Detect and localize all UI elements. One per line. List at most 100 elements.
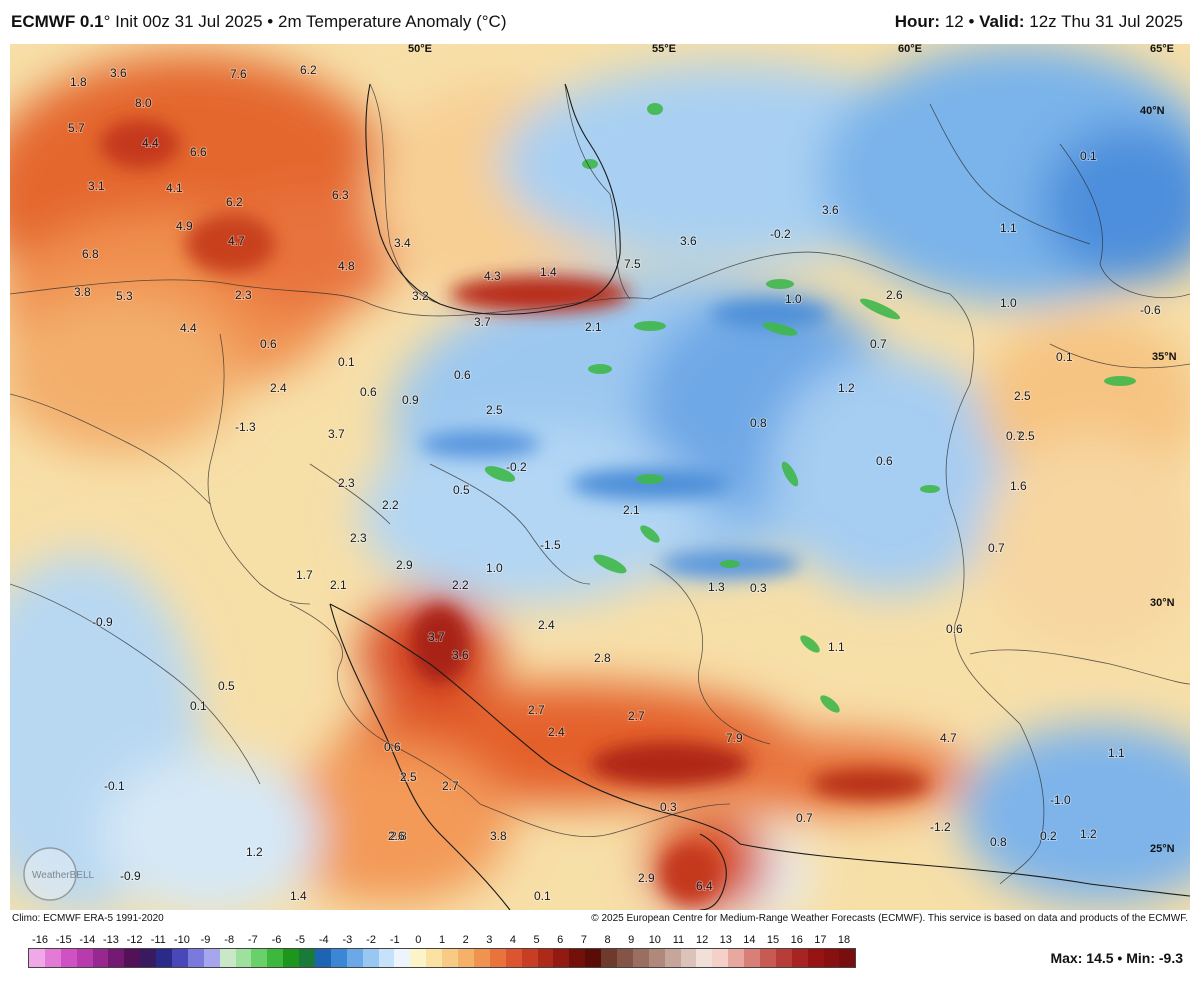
coastline xyxy=(329,83,1190,910)
color-scale-tick: 5 xyxy=(533,934,540,946)
anomaly-value-label: 0.3 xyxy=(750,581,767,595)
max-value: 14.5 xyxy=(1086,950,1114,966)
anomaly-value-label: 1.1 xyxy=(1000,221,1017,235)
anomaly-value-label: 1.1 xyxy=(828,640,845,654)
anomaly-detail xyxy=(100,119,930,904)
anomaly-value-label: -0.9 xyxy=(92,615,113,629)
color-scale-bar xyxy=(28,948,856,968)
color-swatch xyxy=(537,949,554,967)
color-swatch xyxy=(458,949,474,967)
color-swatch xyxy=(680,949,697,967)
anomaly-value-label: 0.8 xyxy=(990,835,1007,849)
anomaly-value-label: 2.6 xyxy=(388,829,405,843)
anomaly-value-label: 0.6 xyxy=(876,454,893,468)
color-scale-tick: 18 xyxy=(837,934,851,946)
anomaly-value-label: 3.6 xyxy=(680,234,697,248)
anomaly-value-label: 3.8 xyxy=(74,285,91,299)
color-swatch xyxy=(616,949,633,967)
anomaly-value-label: 2.4 xyxy=(548,725,565,739)
anomaly-value-label: 0.1 xyxy=(338,355,355,369)
anomaly-value-label: 7.5 xyxy=(624,257,641,271)
anomaly-value-label: 2.5 xyxy=(400,770,417,784)
anomaly-value-label: 0.9 xyxy=(402,393,419,407)
anomaly-value-label: 2.9 xyxy=(396,558,413,572)
anomaly-value-label: 1.0 xyxy=(785,292,802,306)
anomaly-value-label: 6.2 xyxy=(300,63,317,77)
anomaly-value-label: 0.1 xyxy=(1080,149,1097,163)
color-swatch xyxy=(394,949,411,967)
min-label: Min: xyxy=(1126,950,1155,966)
header: ECMWF 0.1° Init 00z 31 Jul 2025 • 2m Tem… xyxy=(0,0,1200,44)
anomaly-value-label: 2.9 xyxy=(638,871,655,885)
color-scale-tick: -16 xyxy=(32,934,48,946)
anomaly-value-label: 0.6 xyxy=(260,337,277,351)
anomaly-value-label: 1.2 xyxy=(838,381,855,395)
coord-label: 65°E xyxy=(1150,44,1174,55)
anomaly-value-label: 4.3 xyxy=(484,269,501,283)
anomaly-value-label: 0.6 xyxy=(946,622,963,636)
color-scale-tick: 3 xyxy=(486,934,493,946)
color-scale-tick: 8 xyxy=(604,934,611,946)
anomaly-value-label: 2.5 xyxy=(1014,389,1031,403)
field-name: 2m Temperature Anomaly (°C) xyxy=(277,12,507,31)
color-swatch xyxy=(29,949,45,967)
color-swatch xyxy=(330,949,347,967)
anomaly-value-label: 2.8 xyxy=(594,651,611,665)
color-scale-tick: -15 xyxy=(55,934,72,946)
color-swatch xyxy=(553,949,570,967)
anomaly-value-label: 4.7 xyxy=(940,731,957,745)
anomaly-value-label: 4.7 xyxy=(228,234,245,248)
anomaly-value-label: 0.7 xyxy=(988,541,1005,555)
color-swatch xyxy=(108,949,125,967)
anomaly-value-label: -1.3 xyxy=(235,420,256,434)
color-swatch xyxy=(728,949,745,967)
anomaly-value-label: 1.1 xyxy=(1108,746,1125,760)
color-swatch xyxy=(172,949,188,967)
anomaly-value-label: -0.9 xyxy=(120,869,141,883)
color-swatch xyxy=(92,949,109,967)
anomaly-value-label: 5.3 xyxy=(116,289,133,303)
color-swatch xyxy=(521,949,538,967)
anomaly-labels: 1.8 3.6 7.6 6.2 8.0 5.7 4.4 6.6 3.1 4.1 6.2 6.3 4.9 4… xyxy=(67,62,1162,904)
color-swatch xyxy=(839,949,856,967)
color-scale-tick: -11 xyxy=(150,934,166,946)
anomaly-value-label: 2.3 xyxy=(235,288,252,302)
anomaly-value-label: 7.6 xyxy=(230,67,247,81)
anomaly-value-label: 6.3 xyxy=(332,188,349,202)
color-scale-tick: -6 xyxy=(271,934,282,946)
coord-label: 40°N xyxy=(1140,105,1165,117)
color-scale-tick: -4 xyxy=(318,934,329,946)
anomaly-value-label: -0.1 xyxy=(104,779,125,793)
model-name: ECMWF 0.1 xyxy=(11,12,104,31)
model-degree: ° xyxy=(103,12,111,31)
color-scale: -16 -15 -14 -13 -12 -11 -10 -9 -8 -7 -6 -5 -4 -3 -2 -1 0… xyxy=(28,934,856,968)
valid-value: 12z Thu 31 Jul 2025 xyxy=(1029,12,1183,31)
anomaly-value-label: -1.5 xyxy=(540,538,561,552)
init-time: Init 00z 31 Jul 2025 xyxy=(115,12,263,31)
color-swatch xyxy=(124,949,141,967)
anomaly-value-label: 0.6 xyxy=(384,740,401,754)
color-scale-tick: -3 xyxy=(342,934,353,946)
min-value: -9.3 xyxy=(1158,950,1183,966)
color-scale-tick: 2 xyxy=(462,934,469,946)
anomaly-value-label: 0.7 xyxy=(870,337,887,351)
anomaly-value-label: 0.7 xyxy=(796,811,813,825)
hour-label: Hour: xyxy=(894,12,941,31)
color-swatch xyxy=(823,949,840,967)
anomaly-value-label: 2.5 xyxy=(1018,429,1035,443)
anomaly-value-label: 1.7 xyxy=(296,568,313,582)
color-scale-tick: -13 xyxy=(102,934,119,946)
anomaly-value-label: 1.2 xyxy=(246,845,263,859)
anomaly-value-label: -0.2 xyxy=(770,227,791,241)
color-swatch xyxy=(251,949,268,967)
anomaly-value-label: 1.3 xyxy=(708,580,725,594)
anomaly-value-label: 2.1 xyxy=(330,578,347,592)
color-scale-ticks: -16 -15 -14 -13 -12 -11 -10 -9 -8 -7 -6 -5 -4 -3 -2 -1 0… xyxy=(28,934,856,948)
footer-credits: Climo: ECMWF ERA-5 1991-2020 © 2025 Euro… xyxy=(0,910,1200,932)
color-swatch xyxy=(585,949,602,967)
color-scale-tick: -8 xyxy=(224,934,235,946)
anomaly-value-label: -0.6 xyxy=(1140,303,1161,317)
color-scale-tick: 10 xyxy=(648,934,661,946)
color-swatch xyxy=(44,949,61,967)
color-swatch xyxy=(378,949,395,967)
